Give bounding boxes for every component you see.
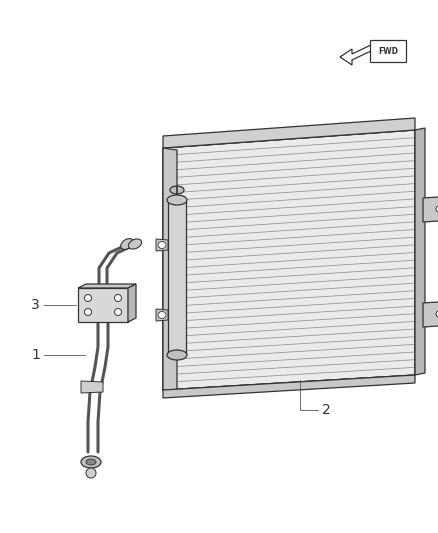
Ellipse shape [121, 239, 133, 249]
Text: 2: 2 [322, 403, 331, 417]
Polygon shape [128, 284, 136, 322]
Ellipse shape [158, 311, 166, 319]
Ellipse shape [128, 239, 141, 249]
Ellipse shape [170, 186, 184, 194]
Polygon shape [156, 239, 168, 251]
Polygon shape [78, 288, 128, 322]
Polygon shape [156, 309, 168, 321]
Polygon shape [415, 128, 425, 375]
Polygon shape [163, 375, 415, 398]
Polygon shape [370, 40, 406, 62]
Text: 3: 3 [31, 298, 40, 312]
Polygon shape [78, 284, 136, 288]
Ellipse shape [81, 456, 101, 468]
Polygon shape [340, 44, 373, 65]
Polygon shape [163, 118, 415, 148]
Circle shape [85, 309, 92, 316]
Ellipse shape [436, 205, 438, 213]
Circle shape [114, 309, 121, 316]
Polygon shape [163, 148, 177, 392]
Ellipse shape [167, 195, 187, 205]
Polygon shape [168, 200, 186, 355]
Ellipse shape [436, 310, 438, 318]
Circle shape [114, 295, 121, 302]
Text: FWD: FWD [378, 46, 398, 55]
Ellipse shape [158, 241, 166, 248]
Polygon shape [423, 196, 438, 222]
Polygon shape [163, 130, 415, 390]
Ellipse shape [86, 459, 96, 465]
Ellipse shape [167, 350, 187, 360]
Text: 1: 1 [31, 348, 40, 362]
Circle shape [85, 295, 92, 302]
Polygon shape [81, 381, 103, 393]
Circle shape [86, 468, 96, 478]
Polygon shape [423, 301, 438, 327]
